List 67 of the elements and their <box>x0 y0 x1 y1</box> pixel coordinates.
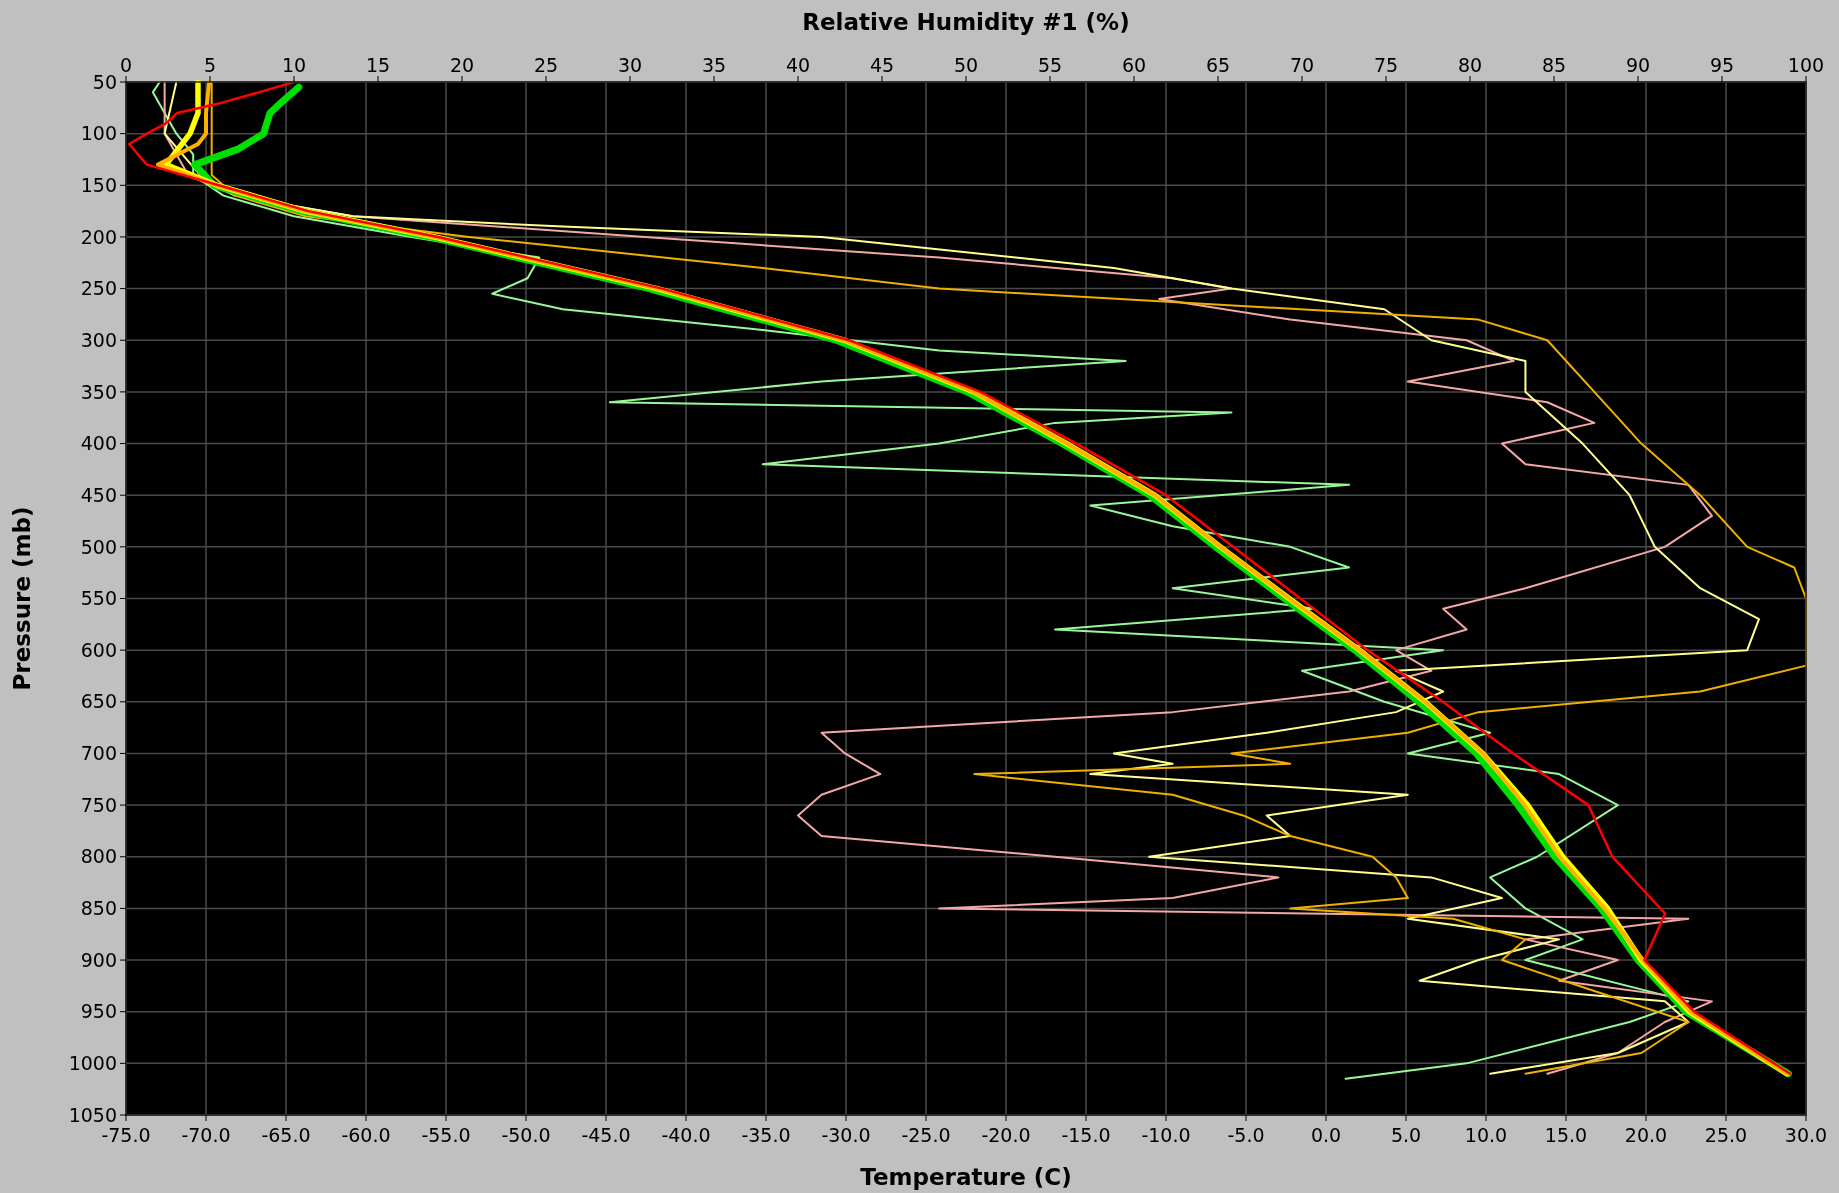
x-tick-label: -60.0 <box>341 1124 391 1146</box>
x-tick-label: -75.0 <box>101 1124 151 1146</box>
y-tick-label: 550 <box>80 587 117 610</box>
x-tick-label: -20.0 <box>981 1124 1031 1146</box>
y-tick-label: 1050 <box>68 1103 117 1126</box>
y-tick-label: 450 <box>80 483 117 506</box>
x-tick-label: 25.0 <box>1704 1124 1748 1146</box>
y-tick-label: 700 <box>80 742 117 765</box>
x-tick-label: -45.0 <box>581 1124 631 1146</box>
x2-tick-label: 95 <box>1709 54 1735 76</box>
x2-tick-label: 90 <box>1625 54 1651 76</box>
x2-tick-label: 100 <box>1787 54 1825 76</box>
x-tick-label: -65.0 <box>261 1124 311 1146</box>
x2-tick-label: 75 <box>1373 54 1399 76</box>
x-tick-label: -50.0 <box>501 1124 551 1146</box>
y-tick-label: 850 <box>80 897 117 920</box>
x2-tick-label: 25 <box>533 54 559 76</box>
x2-tick-label: 85 <box>1541 54 1567 76</box>
x2-tick-label: 15 <box>365 54 391 76</box>
x-tick-label: -30.0 <box>821 1124 871 1146</box>
x2-tick-label: 50 <box>953 54 979 76</box>
x-tick-label: -55.0 <box>421 1124 471 1146</box>
y-tick-label: 800 <box>80 845 117 868</box>
y-tick-label: 100 <box>80 122 117 145</box>
y-tick-label: 600 <box>80 638 117 661</box>
x-tick-label: 20.0 <box>1624 1124 1668 1146</box>
x2-tick-label: 65 <box>1205 54 1231 76</box>
x-tick-label: -25.0 <box>901 1124 951 1146</box>
x2-tick-label: 70 <box>1289 54 1315 76</box>
y-tick-label: 650 <box>80 690 117 713</box>
x-tick-label: 0.0 <box>1310 1124 1342 1146</box>
x-tick-label: -5.0 <box>1227 1124 1265 1146</box>
y-tick-label: 1000 <box>68 1052 117 1074</box>
y-axis-title: Pressure (mb) <box>9 506 35 691</box>
x2-tick-label: 0 <box>119 54 133 76</box>
x2-tick-label: 80 <box>1457 54 1483 76</box>
x-tick-label: -70.0 <box>181 1124 231 1146</box>
y-tick-label: 750 <box>80 793 117 816</box>
x2-tick-label: 60 <box>1121 54 1147 76</box>
y-tick-label: 500 <box>80 535 117 558</box>
x2-tick-label: 10 <box>281 54 307 76</box>
y-tick-label: 150 <box>80 173 117 196</box>
x-tick-label: 10.0 <box>1464 1124 1508 1146</box>
y-tick-label: 50 <box>92 70 117 93</box>
x2-tick-label: 55 <box>1037 54 1063 76</box>
x2-tick-label: 35 <box>701 54 727 76</box>
y-tick-label: 950 <box>80 1000 117 1023</box>
y-tick-label: 350 <box>80 380 117 403</box>
x-tick-label: -10.0 <box>1141 1124 1191 1146</box>
y-tick-label: 300 <box>80 328 117 351</box>
x2-tick-label: 45 <box>869 54 895 76</box>
y-tick-label: 400 <box>80 432 117 455</box>
x-axis-title: Temperature (C) <box>860 1164 1072 1190</box>
x-tick-label: 5.0 <box>1390 1124 1422 1146</box>
x-tick-label: -15.0 <box>1061 1124 1111 1146</box>
x2-axis-title: Relative Humidity #1 (%) <box>802 9 1130 35</box>
x2-tick-label: 40 <box>785 54 811 76</box>
x2-tick-label: 30 <box>617 54 643 76</box>
x-tick-label: -40.0 <box>661 1124 711 1146</box>
x2-tick-label: 20 <box>449 54 475 76</box>
y-tick-label: 250 <box>80 277 117 300</box>
x-tick-label: 15.0 <box>1544 1124 1588 1146</box>
x-tick-label: -35.0 <box>741 1124 791 1146</box>
x-tick-label: 30.0 <box>1784 1124 1828 1146</box>
y-tick-label: 900 <box>80 948 117 971</box>
y-tick-label: 200 <box>80 225 117 248</box>
x2-tick-label: 5 <box>203 54 217 76</box>
